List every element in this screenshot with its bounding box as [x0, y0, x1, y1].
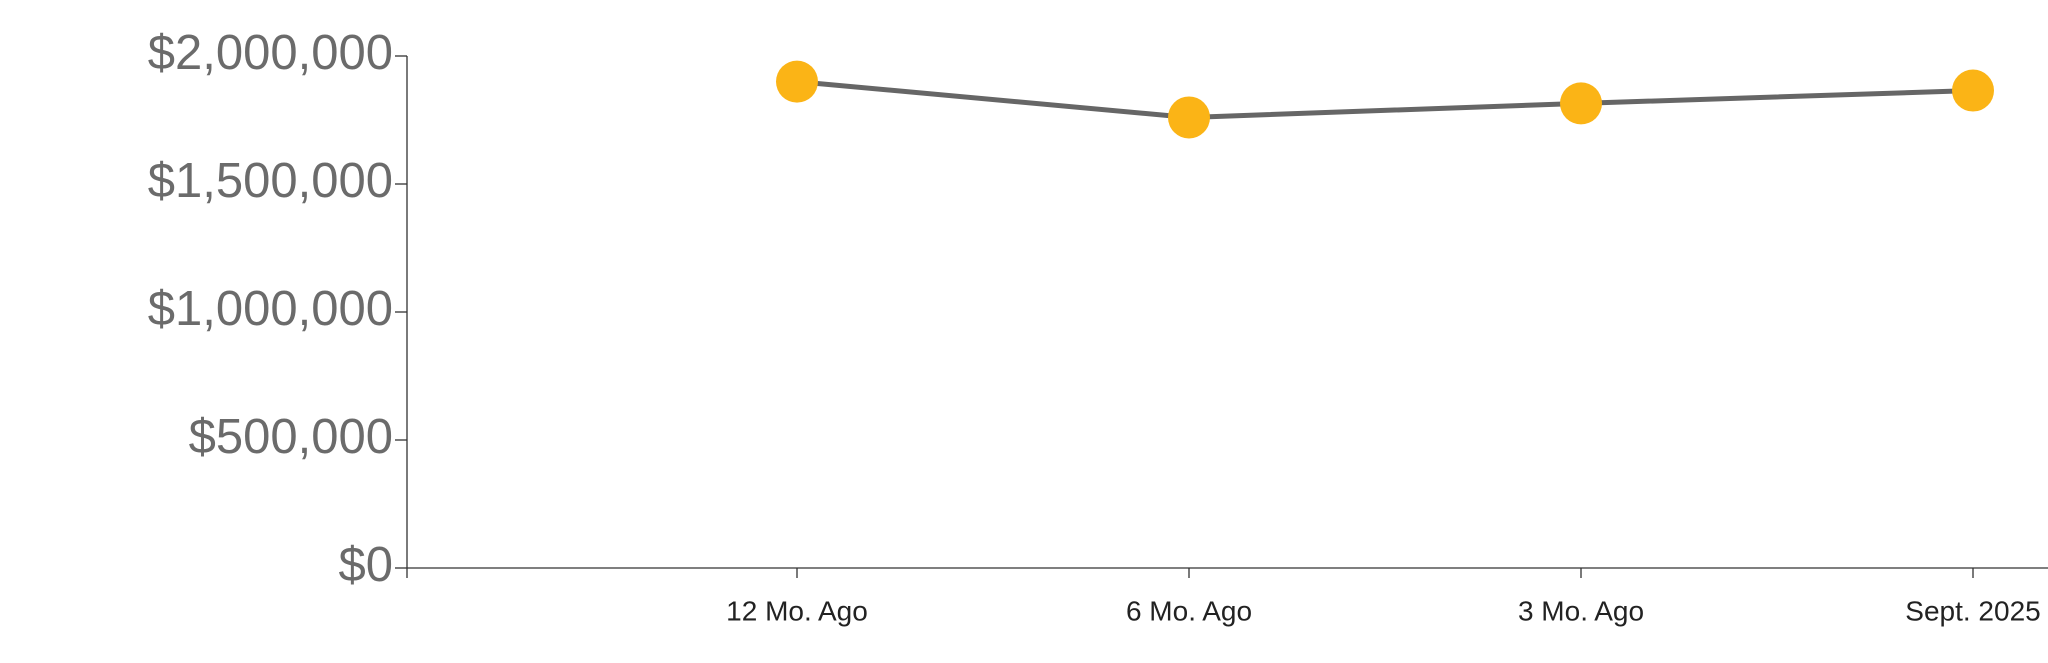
- x-tick-label: 3 Mo. Ago: [1518, 595, 1644, 626]
- y-tick-label: $1,000,000: [148, 282, 393, 336]
- x-tick-label: 6 Mo. Ago: [1126, 595, 1252, 626]
- y-tick-label: $1,500,000: [148, 154, 393, 208]
- line: [796, 79, 1974, 120]
- y-tick-label: $2,000,000: [148, 26, 393, 80]
- point: [776, 60, 818, 103]
- point: [1168, 96, 1210, 139]
- x-tick-label: Sept. 2025: [1905, 595, 2040, 626]
- y-tick-label: $500,000: [189, 410, 393, 464]
- y-tick-label: $0: [338, 538, 393, 592]
- point: [1952, 69, 1994, 112]
- point: [1560, 82, 1602, 125]
- x-tick-label: 12 Mo. Ago: [726, 595, 868, 626]
